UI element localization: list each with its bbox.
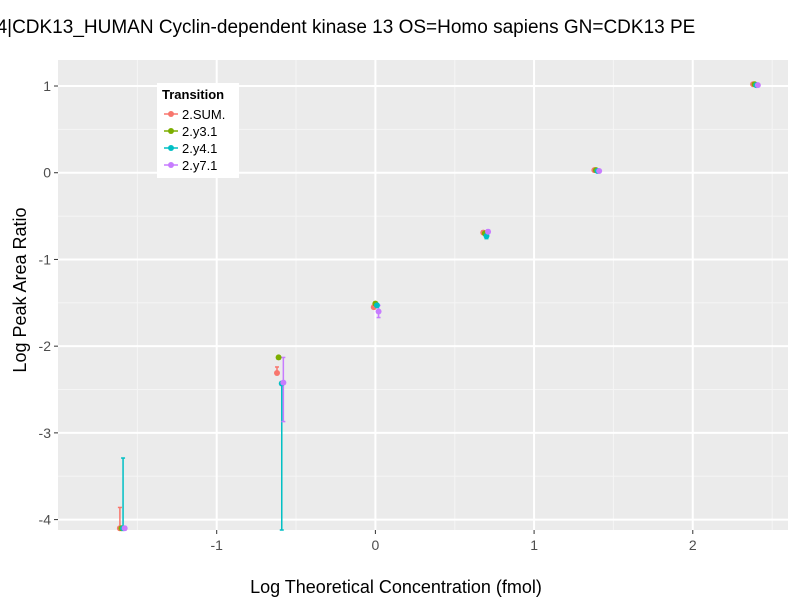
y-tick-label: -4 (39, 512, 52, 528)
legend: Transition 2.SUM. 2.y3.1 2.y4.1 2.y7.1 (157, 83, 239, 178)
x-tick-label: 0 (371, 537, 379, 553)
legend-key-point (168, 162, 174, 168)
y-axis-title: Log Peak Area Ratio (10, 207, 30, 372)
legend-label: 2.y3.1 (182, 124, 217, 139)
data-point (275, 354, 282, 361)
data-points (116, 81, 761, 532)
x-tick-label: 1 (530, 537, 538, 553)
legend-label: 2.SUM. (182, 107, 225, 122)
data-point (754, 82, 761, 89)
legend-key-point (168, 111, 174, 117)
legend-title: Transition (162, 87, 224, 102)
y-tick-label: 0 (43, 165, 51, 181)
data-point (373, 302, 380, 309)
legend-key-point (168, 145, 174, 151)
y-tick-label: -2 (39, 338, 52, 354)
legend-label: 2.y4.1 (182, 141, 217, 156)
x-axis-title: Log Theoretical Concentration (fmol) (250, 577, 542, 597)
grid (58, 60, 788, 530)
y-tick-label: -3 (39, 425, 52, 441)
y-tick-label: 1 (43, 78, 51, 94)
data-point (596, 167, 603, 174)
data-point (375, 308, 382, 315)
x-tick-label: 2 (689, 537, 697, 553)
data-point (121, 525, 128, 532)
data-point (485, 228, 492, 235)
y-tick-label: -1 (39, 251, 52, 267)
data-point (280, 379, 287, 386)
chart-title: 04|CDK13_HUMAN Cyclin-dependent kinase 1… (0, 17, 695, 38)
legend-label: 2.y7.1 (182, 158, 217, 173)
x-tick-label: -1 (210, 537, 223, 553)
legend-key-point (168, 128, 174, 134)
axis-ticks: -1 0 1 2 1 0 -1 -2 -3 -4 (39, 78, 697, 553)
data-point (274, 370, 280, 377)
